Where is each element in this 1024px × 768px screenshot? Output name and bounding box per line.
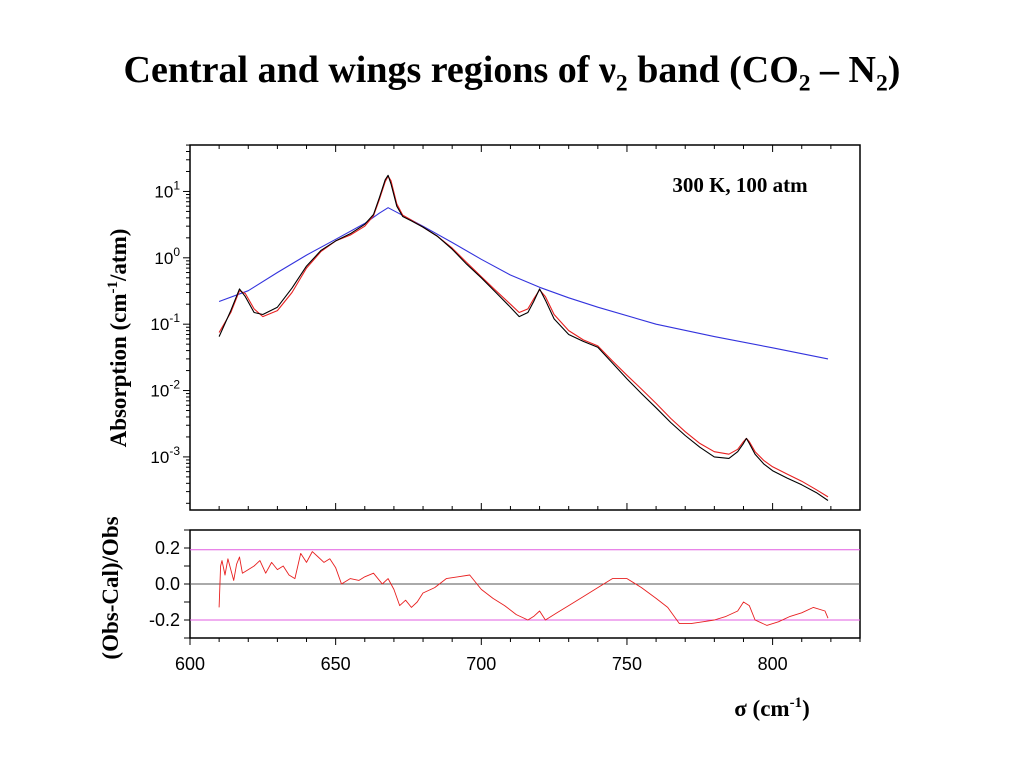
chart-title: Central and wings regions of ν2 band (CO… [0, 48, 1024, 98]
title-prefix: Central and wings regions of [123, 49, 599, 91]
x-label-sup: -1 [790, 695, 803, 711]
residual-y-ticks: 0.2 0.0 -0.2 [149, 529, 190, 639]
y-tick-label-exponent: -2 [169, 378, 180, 392]
absorption-plot-frame [189, 144, 861, 511]
y-tick-label-exponent: 0 [173, 245, 180, 259]
residual-x-ticks: 600 650 700 750 800 [175, 638, 861, 674]
title-dash: – N [810, 49, 876, 91]
y-tick-label-base: 10 [150, 448, 169, 467]
x-tick-label: 750 [612, 654, 642, 674]
x-label-symbol: σ [734, 696, 747, 721]
y-tick-label-exponent: 1 [173, 178, 180, 192]
x-tick-label: 650 [321, 654, 351, 674]
x-tick-label: 700 [466, 654, 496, 674]
title-n-sub: 2 [876, 70, 888, 97]
x-label-close: ) [802, 696, 810, 721]
x-tick-label: 800 [758, 654, 788, 674]
condition-annotation: 300 K, 100 atm [672, 173, 808, 197]
y-tick-label: -0.2 [149, 610, 180, 630]
residual-series [218, 551, 829, 626]
residual-y-axis-label: (Obs-Cal)/Obs [98, 516, 123, 659]
y-tick-label: 101 [154, 178, 180, 201]
series-obs-line [218, 174, 829, 501]
y-tick-label: 10-2 [150, 378, 180, 401]
y-tick-label: 0.0 [155, 574, 180, 594]
absorption-y-label-text: Absorption (cm [106, 293, 131, 447]
x-axis-label: σ (cm-1) [734, 695, 809, 721]
x-label-unit: (cm [747, 696, 790, 721]
y-tick-label-base: 10 [154, 182, 173, 201]
title-nu: ν [598, 49, 616, 91]
title-close: ) [887, 49, 901, 91]
y-tick-label: 10-1 [150, 311, 180, 334]
absorption-series [218, 174, 829, 501]
absorption-y-label-rest: /atm) [106, 229, 131, 282]
y-tick-label-exponent: -1 [169, 311, 180, 325]
x-tick-label: 600 [175, 654, 205, 674]
residual-reference-lines [190, 549, 860, 621]
residual-panel: 600 650 700 750 800 0.2 0.0 -0.2 (Obs-Cal)/Obs… [98, 516, 861, 721]
y-tick-label: 100 [154, 245, 180, 268]
series-cal-line [218, 175, 829, 498]
y-tick-label-base: 10 [150, 315, 169, 334]
y-tick-label-base: 10 [154, 249, 173, 268]
absorption-y-label-sup: -1 [105, 281, 121, 294]
absorption-y-axis-label: Absorption (cm-1/atm) [105, 229, 131, 448]
title-mid: band (CO [627, 49, 799, 91]
y-tick-label-base: 10 [150, 382, 169, 401]
title-nu-sub: 2 [615, 70, 628, 97]
title-co-sub: 2 [798, 70, 811, 97]
series-smooth-line [218, 207, 829, 360]
y-tick-label-exponent: -3 [169, 444, 180, 458]
series-residual-line [218, 551, 829, 626]
y-tick-label: 0.2 [155, 538, 180, 558]
absorption-x-ticks [189, 145, 861, 510]
y-tick-label: 10-3 [150, 444, 180, 467]
